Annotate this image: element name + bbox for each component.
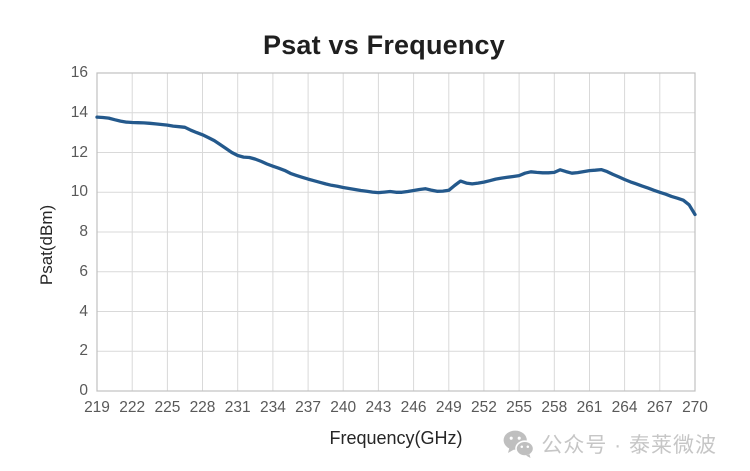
x-tick-label: 249: [435, 399, 462, 416]
x-tick-label: 237: [295, 399, 322, 416]
x-tick-label: 222: [119, 399, 146, 416]
x-tick-label: 261: [576, 399, 603, 416]
watermark-text: 公众号 · 泰莱微波: [541, 434, 717, 457]
y-tick-label: 16: [70, 64, 88, 81]
y-tick-label: 8: [79, 223, 88, 240]
x-tick-label: 219: [84, 399, 110, 416]
y-tick-label: 10: [70, 183, 88, 201]
y-tick-label: 6: [79, 262, 88, 280]
x-tick-label: 225: [154, 399, 181, 416]
x-tick-label: 231: [224, 399, 251, 416]
y-tick-label: 12: [70, 143, 88, 161]
y-tick-label: 0: [79, 382, 88, 399]
x-axis-title: Frequency(GHz): [329, 428, 463, 448]
x-tick-label: 255: [506, 399, 533, 416]
x-tick-label: 264: [611, 399, 638, 416]
y-tick-label: 2: [79, 342, 88, 360]
x-tick-label: 270: [682, 399, 708, 416]
x-tick-label: 267: [646, 399, 673, 416]
x-tick-label: 234: [259, 399, 286, 416]
x-tick-label: 240: [330, 399, 357, 416]
x-tick-label: 258: [541, 399, 568, 416]
chart-title: Psat vs Frequency: [262, 30, 505, 60]
y-axis-title-text: Psat(dBm): [37, 204, 56, 286]
y-tick-label: 14: [70, 103, 88, 121]
wechat-icon: [503, 430, 535, 458]
y-tick-label: 4: [79, 302, 88, 320]
watermark: 公众号 · 泰莱微波: [503, 428, 717, 460]
x-tick-label: 252: [470, 399, 497, 416]
x-tick-label: 228: [189, 399, 216, 416]
x-tick-label: 246: [400, 399, 427, 416]
x-tick-label: 243: [365, 399, 392, 416]
